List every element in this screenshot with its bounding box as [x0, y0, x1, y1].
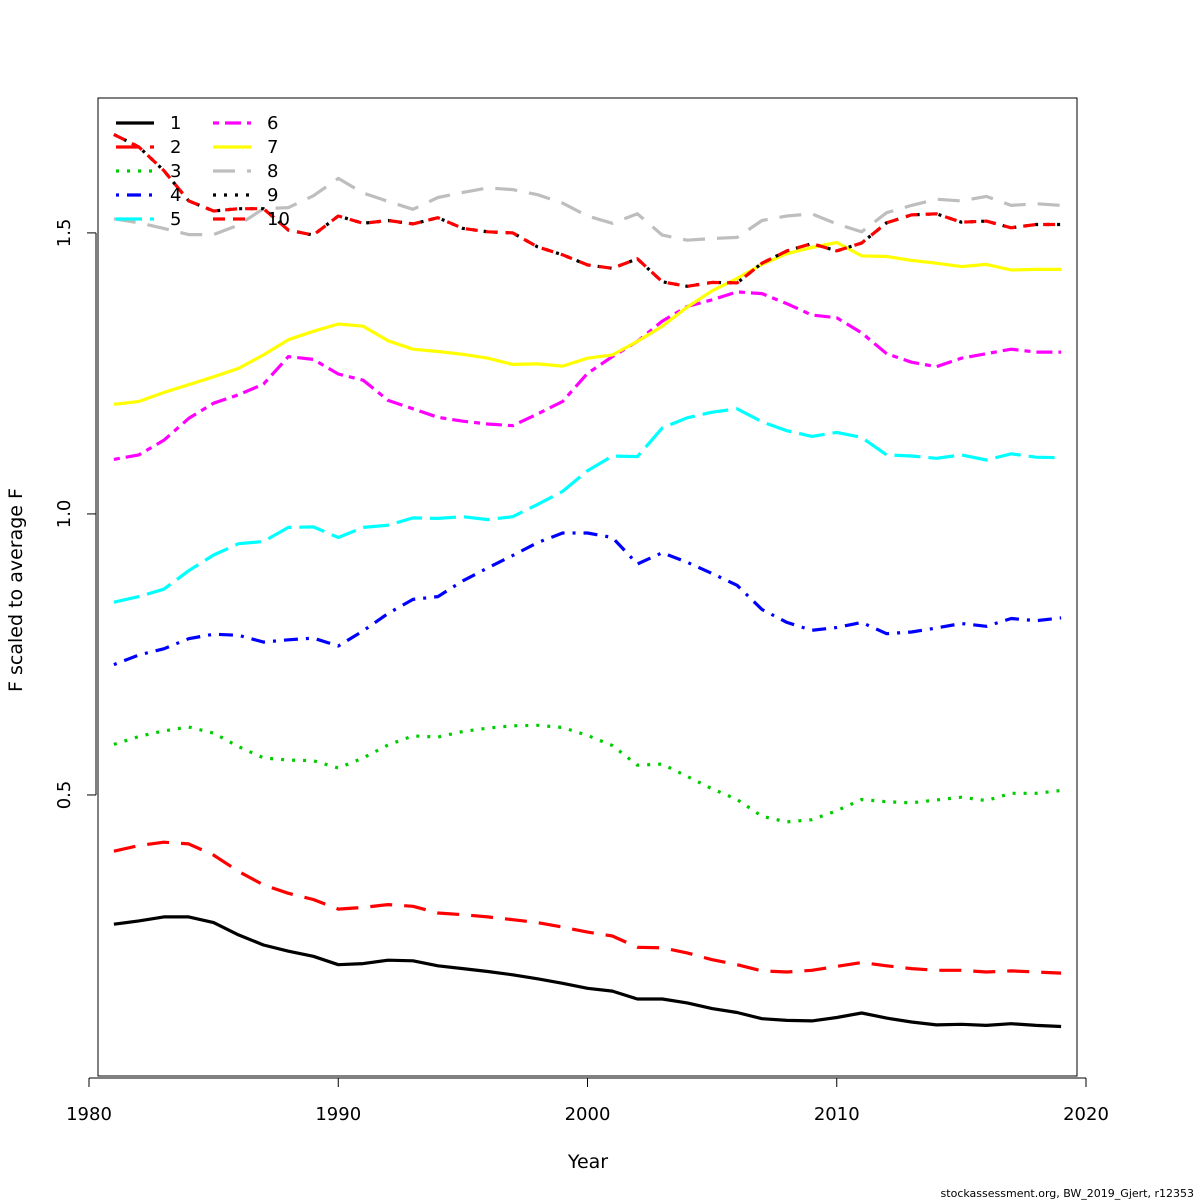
legend-label-6: 6 — [267, 113, 278, 134]
y-axis-label: F scaled to average F — [5, 488, 27, 692]
legend-label-10: 10 — [267, 209, 290, 230]
y-tick-label-1.5: 1.5 — [54, 219, 75, 248]
series-line-1 — [113, 915, 1062, 1029]
legend-label-4: 4 — [170, 185, 181, 206]
x-axis-label: Year — [567, 1151, 608, 1173]
legend-label-2: 2 — [170, 137, 181, 158]
footer-credit: stockassessment.org, BW_2019_Gjert, r123… — [941, 1187, 1194, 1200]
x-tick-label-2010: 2010 — [814, 1104, 860, 1125]
plot-frame — [97, 97, 1078, 1077]
x-tick-label-2000: 2000 — [565, 1104, 611, 1125]
y-tick-label-0.5: 0.5 — [54, 781, 75, 810]
series-line-2 — [113, 840, 1062, 975]
series-line-3 — [113, 723, 1062, 824]
legend-label-5: 5 — [170, 209, 181, 230]
series-line-6 — [113, 290, 1062, 461]
series-line-5 — [113, 407, 1062, 604]
x-tick-label-1980: 1980 — [66, 1104, 112, 1125]
x-axis: 1980 1990 2000 2010 2020 — [66, 1077, 1109, 1125]
series-line-7 — [113, 240, 1062, 406]
series-line-4 — [113, 531, 1062, 667]
x-tick-label-1990: 1990 — [315, 1104, 361, 1125]
legend-label-9: 9 — [267, 185, 278, 206]
series-layer — [113, 133, 1062, 1029]
legend-label-7: 7 — [267, 137, 278, 158]
legend-label-1: 1 — [170, 113, 181, 134]
legend-label-8: 8 — [267, 161, 278, 182]
y-tick-label-1.0: 1.0 — [54, 500, 75, 529]
series-line-10 — [113, 133, 1062, 288]
legend-label-3: 3 — [170, 161, 181, 182]
y-axis: 0.5 1.0 1.5 — [54, 219, 97, 810]
legend: 1 2 3 4 5 6 7 8 9 10 — [116, 113, 290, 230]
x-tick-label-2020: 2020 — [1063, 1104, 1109, 1125]
